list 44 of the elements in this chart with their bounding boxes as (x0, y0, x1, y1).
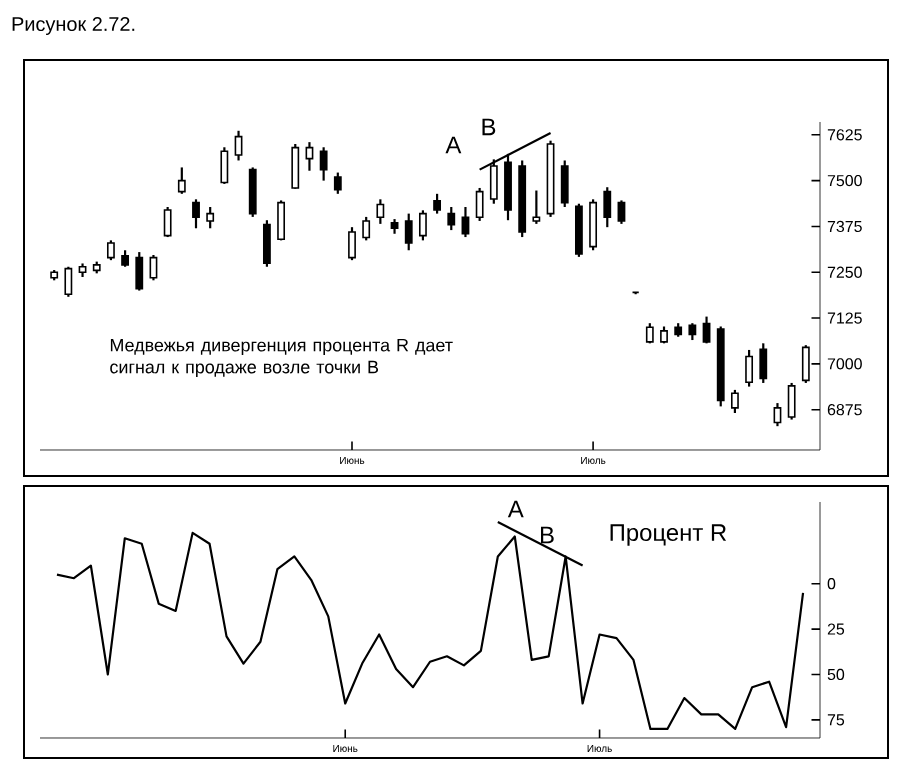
candlestick (433, 192, 442, 215)
candlestick (106, 239, 115, 262)
candlestick (745, 348, 754, 388)
candlestick (787, 381, 796, 421)
candlestick (262, 219, 271, 268)
candlestick (220, 146, 229, 186)
candlestick (234, 129, 243, 162)
candlestick (418, 209, 427, 242)
candlestick (64, 265, 73, 298)
candlestick (617, 199, 626, 225)
candlestick (177, 166, 186, 195)
candlestick (532, 189, 541, 225)
candlestick (603, 186, 612, 229)
candlestick (248, 166, 257, 219)
annotation: B (482, 118, 496, 136)
candlestick (461, 205, 470, 239)
candlestick (447, 205, 456, 232)
candlestick (702, 315, 711, 345)
candlestick (319, 146, 328, 182)
candlestick (277, 199, 286, 242)
annotation: Медвежья дивергенция процента R дает сигнал к продаже возле точки B (110, 338, 453, 377)
candlestick (759, 342, 768, 385)
candlestick (589, 198, 598, 252)
candlestick (333, 171, 342, 195)
annotation: B (540, 526, 554, 544)
annotation: A (445, 136, 462, 154)
candlestick (192, 198, 200, 230)
candlestick (291, 142, 300, 190)
annotation: A (507, 500, 524, 518)
candlestick (362, 215, 371, 242)
candlestick (475, 186, 484, 223)
candlestick (163, 205, 172, 239)
candlestick (149, 253, 158, 282)
candlestick (575, 202, 583, 258)
candlestick (731, 388, 739, 415)
candlestick (348, 226, 356, 262)
candlestick (773, 401, 782, 428)
candlestick (206, 205, 215, 230)
candlestick (560, 159, 569, 209)
candlestick (376, 198, 385, 225)
chart-title: Рисунок 2.72. (12, 16, 135, 35)
series-label: Процент R (610, 524, 727, 546)
candlestick (135, 250, 144, 292)
candlestick (404, 212, 413, 252)
